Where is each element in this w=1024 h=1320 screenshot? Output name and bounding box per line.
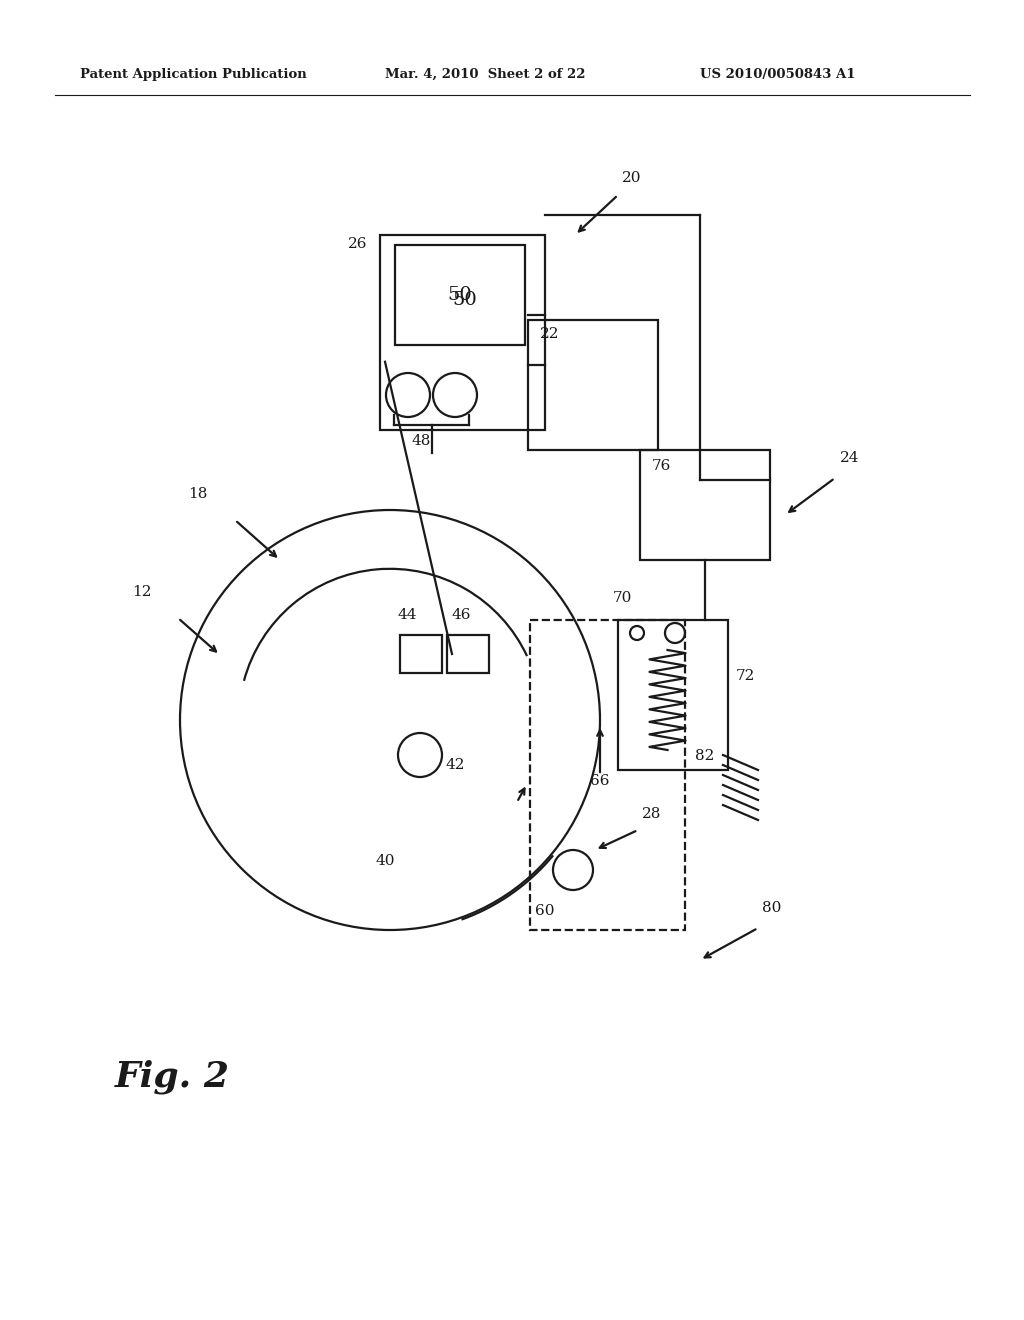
Bar xyxy=(618,620,728,770)
Text: Fig. 2: Fig. 2 xyxy=(115,1060,230,1094)
Text: 42: 42 xyxy=(446,758,466,772)
Text: US 2010/0050843 A1: US 2010/0050843 A1 xyxy=(700,69,855,81)
Bar xyxy=(528,319,658,450)
Bar xyxy=(640,450,770,560)
Text: 80: 80 xyxy=(762,902,781,915)
Text: 24: 24 xyxy=(840,451,859,465)
Text: 50: 50 xyxy=(453,290,477,309)
Text: Patent Application Publication: Patent Application Publication xyxy=(80,69,307,81)
Text: 46: 46 xyxy=(452,609,471,622)
Text: 50: 50 xyxy=(447,286,472,304)
Text: 20: 20 xyxy=(622,172,641,185)
Text: 48: 48 xyxy=(412,434,431,447)
Text: 66: 66 xyxy=(590,774,609,788)
Text: 40: 40 xyxy=(375,854,394,869)
Text: 28: 28 xyxy=(642,807,662,821)
Text: 18: 18 xyxy=(188,487,208,502)
Bar xyxy=(530,620,685,931)
Text: 22: 22 xyxy=(540,327,559,341)
Text: 44: 44 xyxy=(398,609,418,622)
Bar xyxy=(447,635,489,673)
Text: 70: 70 xyxy=(613,591,633,605)
Text: 76: 76 xyxy=(652,459,672,473)
Text: 26: 26 xyxy=(348,238,368,251)
Text: 12: 12 xyxy=(132,585,152,599)
Text: 82: 82 xyxy=(695,748,715,763)
Text: 72: 72 xyxy=(736,669,756,682)
Bar xyxy=(380,235,545,430)
Bar xyxy=(400,635,442,673)
Bar xyxy=(395,246,525,345)
Text: Mar. 4, 2010  Sheet 2 of 22: Mar. 4, 2010 Sheet 2 of 22 xyxy=(385,69,586,81)
Text: 60: 60 xyxy=(535,904,555,917)
